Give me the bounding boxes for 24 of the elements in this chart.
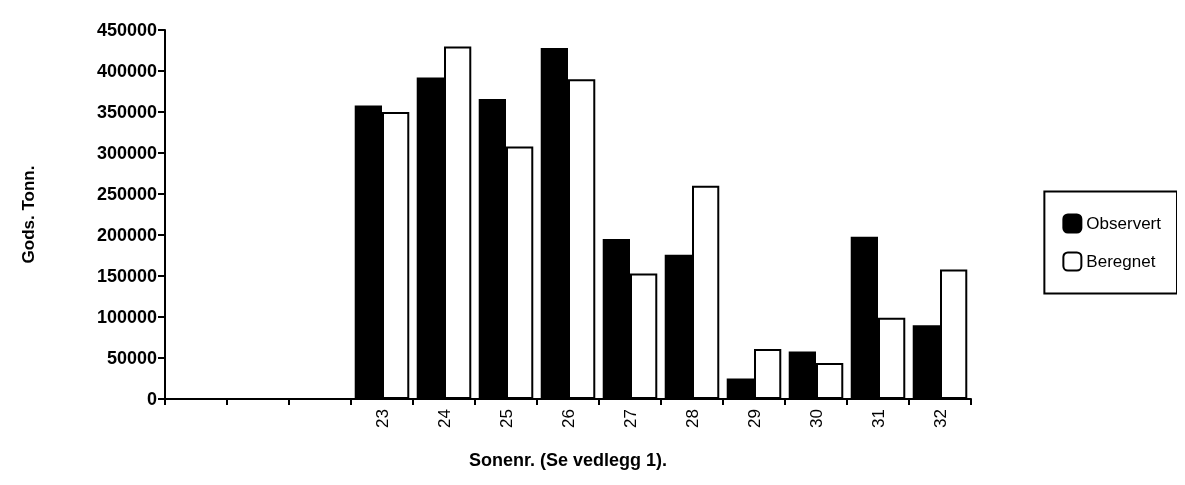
y-tick-label: 350000 bbox=[96, 102, 157, 122]
x-tick-label: 24 bbox=[434, 409, 454, 428]
legend-label: Beregnet bbox=[1086, 252, 1156, 271]
y-tick-label: 0 bbox=[146, 389, 157, 409]
x-tick-label: 25 bbox=[496, 409, 516, 428]
y-tick-label: 100000 bbox=[96, 307, 157, 327]
x-tick-label: 27 bbox=[620, 409, 640, 428]
y-tick-label: 400000 bbox=[96, 61, 157, 81]
legend-label: Observert bbox=[1086, 214, 1162, 233]
y-tick-label: 200000 bbox=[96, 225, 157, 245]
x-tick-label: 32 bbox=[930, 409, 950, 428]
y-tick-label: 300000 bbox=[96, 143, 157, 163]
x-tick-label: 28 bbox=[682, 409, 702, 428]
y-axis-title: Gods. Tonn. bbox=[19, 165, 38, 264]
x-axis-title: Sonenr. (Se vedlegg 1). bbox=[468, 450, 668, 470]
y-tick-label: 50000 bbox=[106, 348, 157, 368]
x-tick-label: 31 bbox=[868, 409, 888, 428]
y-tick-label: 450000 bbox=[96, 20, 157, 40]
y-tick-label: 250000 bbox=[96, 184, 157, 204]
x-tick-label: 29 bbox=[744, 409, 764, 428]
x-tick-label: 23 bbox=[372, 409, 392, 428]
x-tick-label: 26 bbox=[558, 409, 578, 428]
x-tick-label: 30 bbox=[806, 409, 826, 428]
y-tick-label: 150000 bbox=[96, 266, 157, 286]
